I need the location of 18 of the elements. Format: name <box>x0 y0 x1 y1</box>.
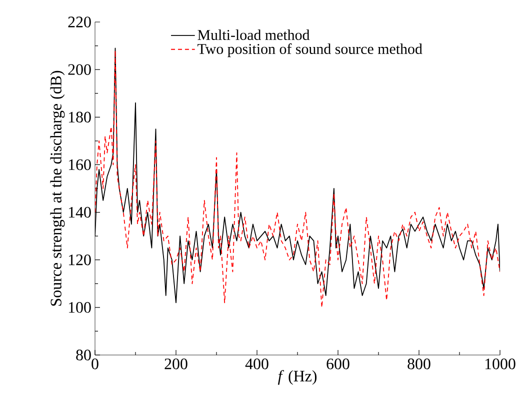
y-tick-label: 100 <box>68 302 91 313</box>
x-tick-label: 200 <box>164 358 188 370</box>
x-tick-label: 600 <box>326 358 350 370</box>
legend-label: Multi-load method <box>198 30 310 40</box>
y-tick-label: 200 <box>68 64 91 75</box>
y-tick-label: 220 <box>68 16 91 28</box>
y-tick-label: 80 <box>76 350 91 360</box>
x-axis-title: f (Hz) <box>278 370 317 385</box>
y-tick-label: 120 <box>68 254 91 266</box>
y-tick-label: 140 <box>68 206 91 218</box>
x-tick-label: 1000 <box>485 358 516 370</box>
x-tick-label: 0 <box>92 358 98 370</box>
legend-label: Two position of sound source method <box>198 43 422 58</box>
x-tick-label: 400 <box>245 358 268 370</box>
y-axis-title: Source strength at the discharge (dB) <box>50 70 65 306</box>
y-tick-label: 180 <box>68 112 91 123</box>
y-tick-label: 160 <box>68 159 91 170</box>
x-tick-label: 800 <box>408 358 430 370</box>
